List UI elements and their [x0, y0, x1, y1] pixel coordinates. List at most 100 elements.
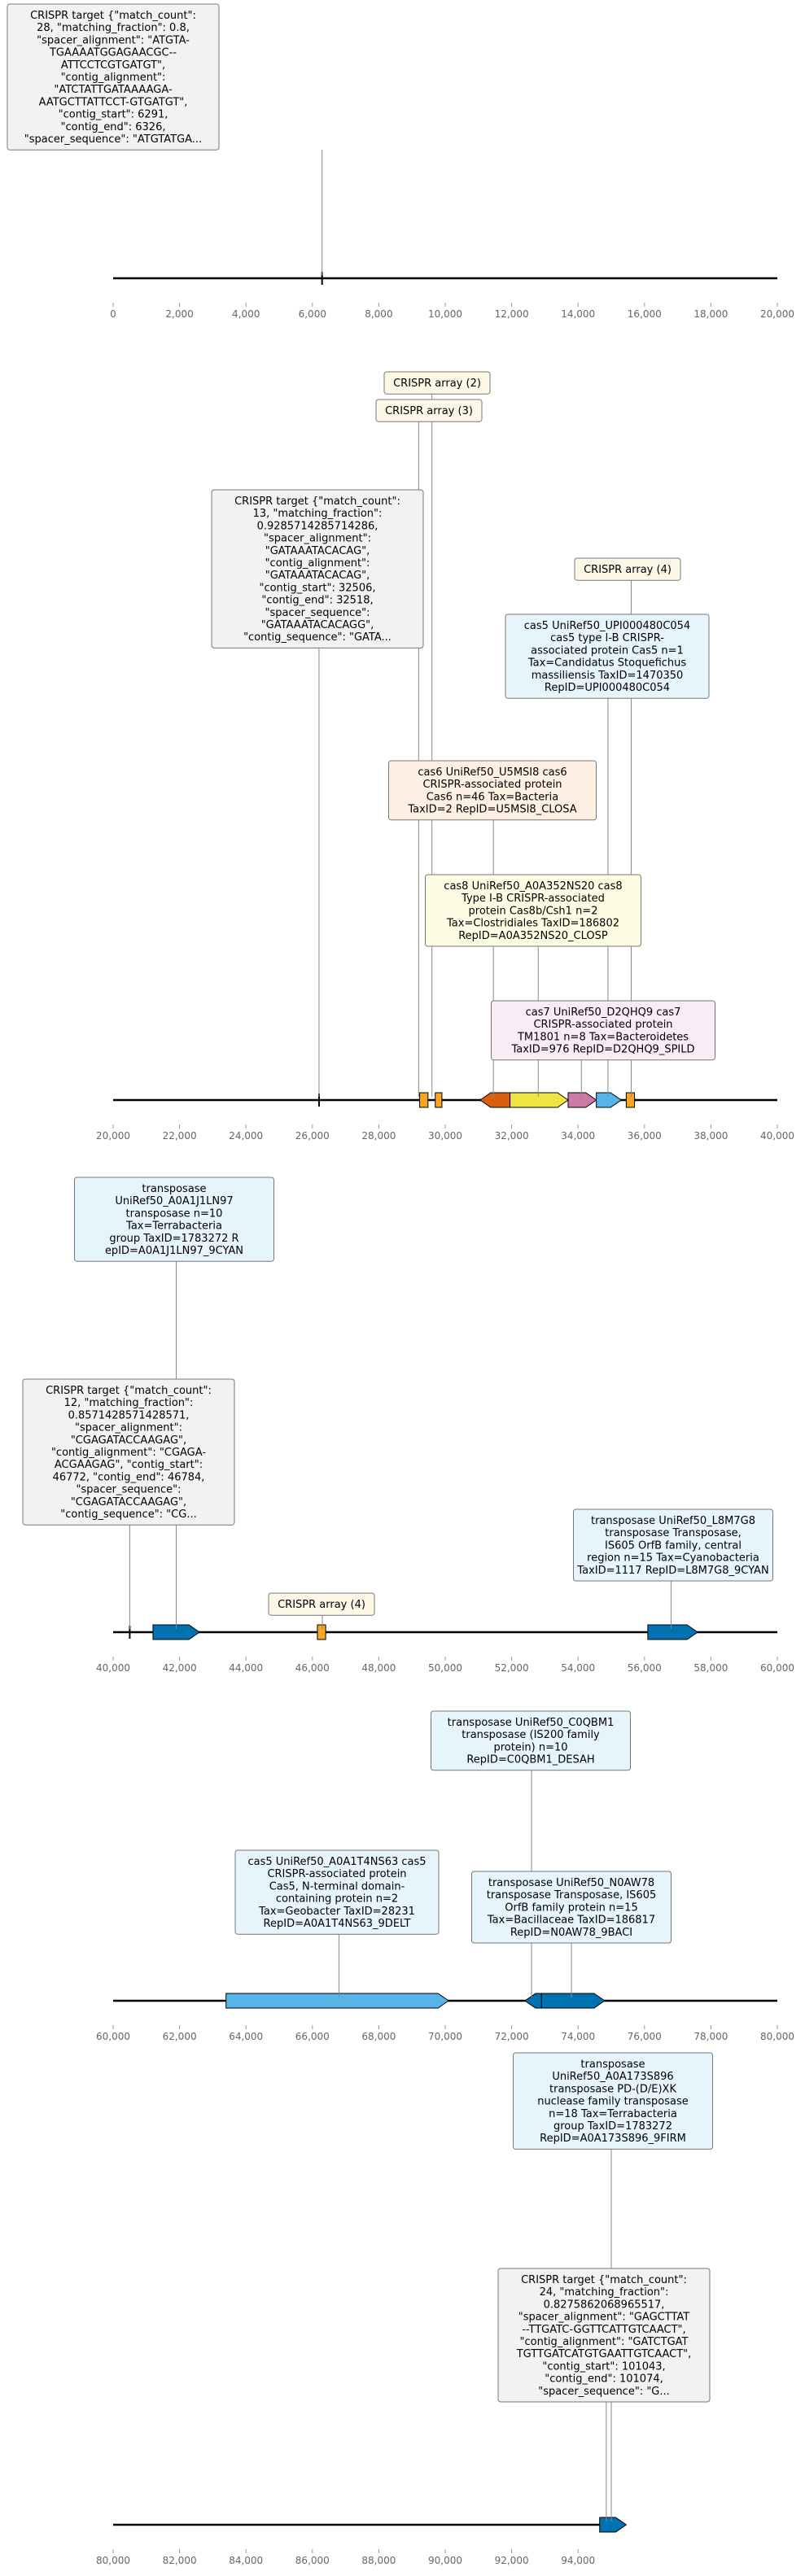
label-line: ACGAAGAG", "contig_start": [55, 1459, 203, 1471]
label-line: CRISPR target {"match_count": [46, 1385, 212, 1397]
gene-arrow[interactable] [479, 1092, 511, 1108]
label-line: Tax=Geobacter TaxID=28231 [258, 1906, 415, 1918]
label-line: Tax=Candidatus Stoquefichus [527, 657, 687, 670]
crispr-array-block[interactable] [317, 1624, 326, 1640]
label-line: TaxID=2 RepID=U5MSI8_CLOSA [407, 804, 576, 816]
label-box-background [234, 1849, 440, 1935]
label-line: massiliensis TaxID=1470350 [532, 670, 684, 682]
tick-label: 40,000 [96, 1662, 130, 1674]
label-line: CRISPR array (2) [393, 378, 481, 390]
tick-label: 2,000 [165, 308, 193, 320]
tick-label: 74,000 [561, 2031, 595, 2042]
label-line: "GATAAATACACAG", [265, 570, 370, 582]
crispr-array-label-box[interactable]: CRISPR array (4) [268, 1592, 375, 1616]
tick-label: 52,000 [495, 1662, 529, 1674]
tick-label: 72,000 [495, 2031, 529, 2042]
label-box-background [7, 3, 220, 151]
label-line: "spacer_sequence": [265, 607, 370, 619]
label-line: "spacer_alignment": [264, 533, 371, 545]
crispr-array-label-box[interactable]: CRISPR array (4) [574, 557, 681, 581]
gene-arrow[interactable] [524, 1993, 542, 2009]
label-line: 0.8275862068965517, [544, 2299, 665, 2311]
cas5-label-box[interactable]: cas5 UniRef50_A0A1T4NS63 cas5CRISPR-asso… [234, 1849, 440, 1935]
label-line: transposase Transposase, [605, 1527, 741, 1539]
tick-label: 32,000 [495, 1130, 529, 1142]
crispr-target-label-box[interactable]: CRISPR target {"match_count":13, "matchi… [211, 489, 424, 648]
label-line: group TaxID=1783272 [553, 2120, 672, 2133]
label-box-background [211, 489, 424, 648]
gene-arrow[interactable] [567, 1092, 597, 1108]
label-line: "contig_end": 101074, [545, 2373, 663, 2386]
label-line: "spacer_alignment": "GAGCTTAT [518, 2312, 690, 2324]
crispr-array-block[interactable] [419, 1092, 429, 1108]
label-line: "spacer_sequence": "G... [538, 2386, 670, 2398]
crispr-array-block[interactable] [435, 1092, 443, 1108]
tick-label: 46,000 [295, 1662, 330, 1674]
label-line: CRISPR array (4) [584, 564, 672, 576]
tick-label: 80,000 [760, 2031, 794, 2042]
label-line: Cas5, N-terminal domain- [269, 1880, 405, 1893]
tick-label: 60,000 [96, 2031, 130, 2042]
tick-label: 24,000 [229, 1130, 263, 1142]
label-line: CRISPR-associated protein [422, 779, 562, 791]
label-line: transposase n=10 [126, 1207, 223, 1220]
transposase-label-box[interactable]: transposaseUniRef50_A0A173S896transposas… [513, 2052, 713, 2150]
label-line: 0.9285714285714286, [257, 520, 378, 532]
tick-label: 48,000 [361, 1662, 396, 1674]
label-line: cas8 UniRef50_A0A352NS20 cas8 [444, 880, 622, 893]
label-line: TM1801 n=8 Tax=Bacteroidetes [517, 1031, 689, 1043]
label-line: transposase UniRef50_C0QBM1 [448, 1717, 615, 1729]
transposase-label-box[interactable]: transposaseUniRef50_A0A1J1LN97transposas… [74, 1177, 274, 1262]
label-line: --TTGATC-GGTTCATTGTCAACT", [522, 2324, 685, 2336]
label-line: "ATCTATTGATAAAAGA- [54, 84, 173, 96]
crispr-array-label-box[interactable]: CRISPR array (2) [383, 371, 491, 395]
label-box-background [573, 1508, 773, 1582]
tick-label: 60,000 [760, 1662, 794, 1674]
label-line: "contig_end": 6326, [61, 121, 166, 133]
label-line: associated protein Cas5 n=1 [531, 644, 684, 657]
cas6-label-box[interactable]: cas6 UniRef50_U5MSI8 cas6CRISPR-associat… [388, 760, 597, 821]
gene-arrow[interactable] [647, 1624, 698, 1640]
tick-label: 66,000 [295, 2031, 330, 2042]
tick-label: 6,000 [299, 308, 326, 320]
crispr-array-block[interactable] [625, 1092, 636, 1108]
label-box-background [388, 760, 597, 821]
label-line: UniRef50_A0A1J1LN97 [115, 1195, 233, 1207]
label-line: transposase UniRef50_N0AW78 [488, 1877, 654, 1889]
label-line: CRISPR array (4) [278, 1599, 365, 1611]
label-line: "contig_start": 101043, [542, 2360, 665, 2373]
tick-label: 0 [110, 308, 116, 320]
gene-arrow[interactable] [540, 1993, 606, 2009]
gene-arrow[interactable] [599, 2517, 628, 2533]
tick-label: 94,000 [561, 2555, 595, 2566]
crispr-target-label-box[interactable]: CRISPR target {"match_count":28, "matchi… [7, 3, 220, 151]
label-line: OrfB family protein n=15 [505, 1901, 637, 1914]
crispr-array-label-box[interactable]: CRISPR array (3) [375, 399, 483, 422]
label-line: transposase [142, 1183, 206, 1195]
tick-label: 28,000 [361, 1130, 396, 1142]
tick-label: 34,000 [561, 1130, 595, 1142]
label-line: "contig_alignment": [265, 557, 370, 570]
cas7-label-box[interactable]: cas7 UniRef50_D2QHQ9 cas7CRISPR-associat… [491, 1000, 715, 1061]
label-line: CRISPR array (3) [385, 405, 473, 417]
label-line: 0.8571428571428571, [68, 1409, 190, 1421]
crispr-target-label-box[interactable]: CRISPR target {"match_count":12, "matchi… [22, 1378, 235, 1526]
gene-arrow[interactable] [596, 1092, 623, 1108]
tick-label: 14,000 [561, 308, 595, 320]
label-line: transposase [580, 2059, 645, 2071]
crispr-target-label-box[interactable]: CRISPR target {"match_count":24, "matchi… [497, 2268, 711, 2403]
gene-arrow[interactable] [152, 1624, 200, 1640]
gene-arrow[interactable] [225, 1993, 449, 2009]
label-box-background [74, 1177, 274, 1262]
gene-arrow[interactable] [510, 1092, 569, 1108]
tick-label: 84,000 [229, 2555, 263, 2566]
label-line: epID=A0A1J1LN97_9CYAN [105, 1245, 243, 1257]
label-line: CRISPR-associated protein [533, 1019, 672, 1031]
tick-label: 12,000 [495, 308, 529, 320]
label-line: "contig_alignment": "GATCTGAT [520, 2336, 689, 2348]
